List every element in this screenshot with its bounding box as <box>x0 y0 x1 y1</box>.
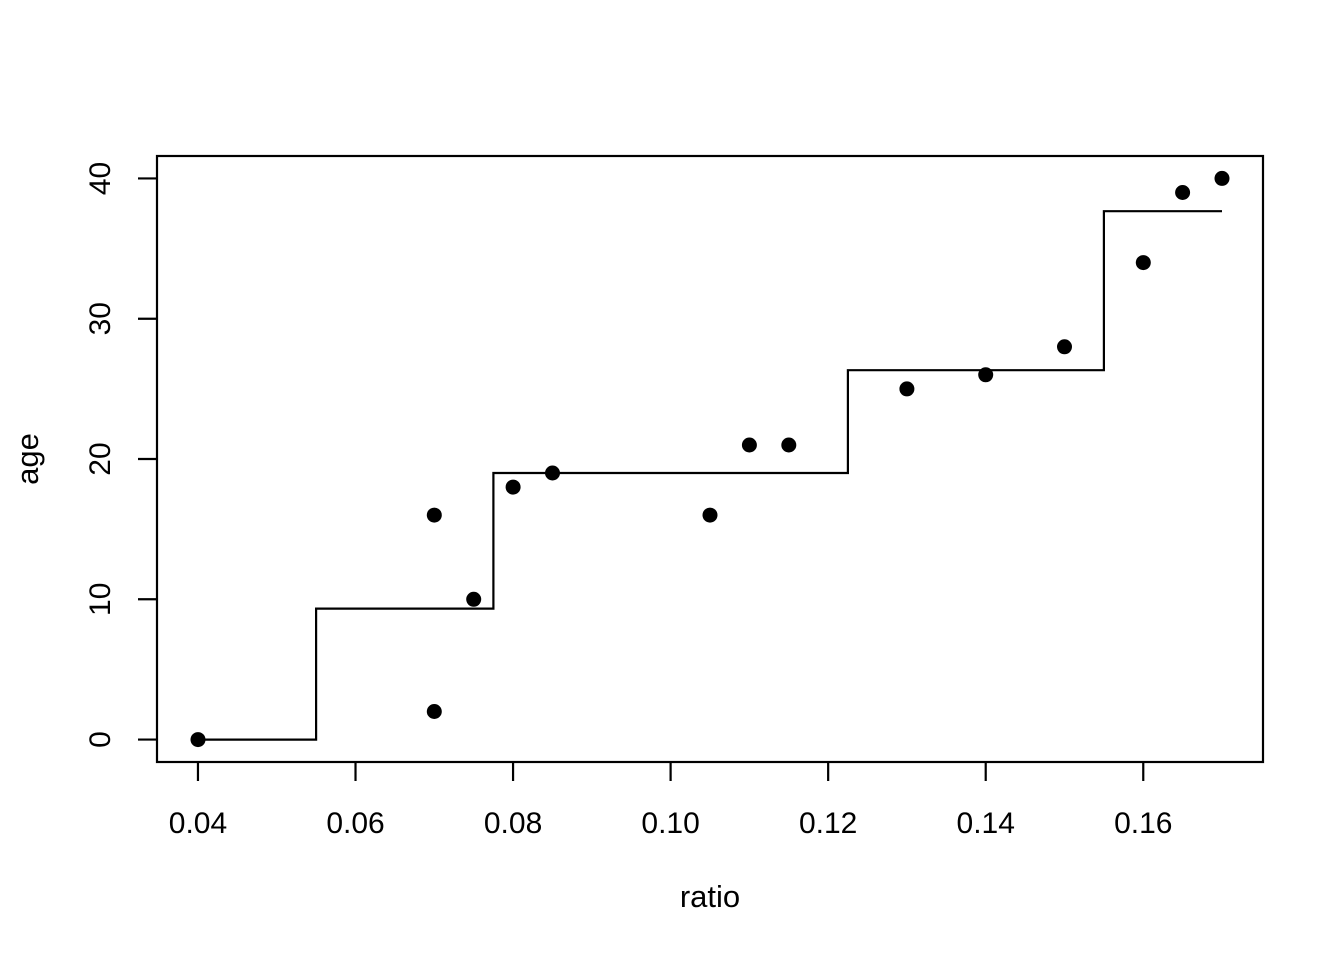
scatter-point <box>426 507 442 523</box>
y-tick-label: 30 <box>84 302 117 335</box>
y-tick-label: 40 <box>84 162 117 195</box>
scatter-point <box>1135 255 1151 271</box>
scatter-point <box>741 437 757 453</box>
y-axis-title: age <box>10 433 45 485</box>
x-tick-label: 0.12 <box>799 807 857 840</box>
x-axis: 0.04 0.06 0.08 0.10 0.12 0.14 0.16 <box>169 762 1172 840</box>
y-axis: 0 10 20 30 40 <box>84 162 157 748</box>
x-tick-label: 0.04 <box>169 807 227 840</box>
scatter-point <box>899 381 915 397</box>
scatter-point <box>1175 185 1191 200</box>
scatter-point <box>702 507 718 523</box>
scatter-point <box>190 732 206 748</box>
scatter-point <box>781 437 797 453</box>
scatter-point <box>1214 170 1230 186</box>
y-tick-label: 10 <box>84 583 117 616</box>
scatter-point <box>466 591 482 607</box>
scatter-point <box>978 367 994 383</box>
x-tick-label: 0.08 <box>484 807 542 840</box>
scatter-point <box>545 465 560 481</box>
scatter-points <box>190 170 1230 748</box>
plot-frame <box>155 154 1265 764</box>
scatter-point <box>1057 339 1072 355</box>
y-tick-label: 20 <box>84 442 117 475</box>
scatter-point <box>505 479 521 495</box>
step-fit-line <box>198 210 1222 741</box>
scatter-point <box>426 704 442 719</box>
x-axis-title: ratio <box>680 879 740 914</box>
x-tick-label: 0.16 <box>1114 807 1172 840</box>
x-tick-label: 0.14 <box>957 807 1015 840</box>
x-tick-label: 0.10 <box>641 807 699 840</box>
y-tick-label: 0 <box>84 731 117 748</box>
x-tick-label: 0.06 <box>326 807 384 840</box>
